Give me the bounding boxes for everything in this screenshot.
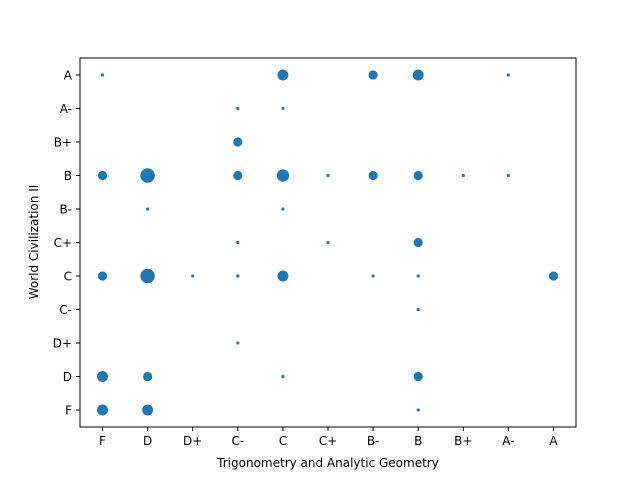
scatter-point [371, 274, 375, 278]
scatter-point [281, 106, 285, 111]
y-tick-label-b-plus: B+ [54, 136, 72, 150]
y-tick-label-f: F [65, 404, 72, 418]
x-tick-label-b-plus: B+ [454, 434, 472, 448]
x-tick-label-b: B [414, 434, 422, 448]
scatter-point [416, 274, 420, 278]
scatter-point [97, 271, 108, 281]
scatter-point [236, 341, 240, 345]
scatter-point [548, 271, 559, 281]
scatter-point [140, 268, 155, 284]
scatter-point [412, 69, 424, 81]
scatter-point [416, 408, 420, 412]
scatter-point [97, 371, 108, 382]
x-tick-label-d-plus: D+ [183, 434, 202, 448]
scatter-point [281, 374, 285, 379]
x-axis-label: Trigonometry and Analytic Geometry [216, 456, 439, 470]
y-tick-label-c-plus: C+ [54, 236, 72, 250]
scatter-point [368, 70, 378, 80]
x-tick-label-c: C [279, 434, 287, 448]
scatter-point [97, 404, 108, 416]
y-tick-label-c-minus: C- [59, 303, 72, 317]
scatter-point [281, 207, 285, 211]
scatter-point [236, 274, 240, 278]
scatter-point [461, 173, 465, 178]
scatter-point [146, 207, 150, 211]
y-tick-label-b: B [64, 169, 72, 183]
y-axis-label: World Civilization II [27, 185, 41, 300]
scatter-point [413, 237, 423, 248]
scatter-point [326, 173, 330, 178]
x-tick-label-c-plus: C+ [319, 434, 337, 448]
scatter-point [326, 240, 330, 245]
y-tick-label-a-minus: A- [60, 102, 72, 116]
scatter-point [191, 274, 195, 278]
x-tick-label-d: D [143, 434, 152, 448]
scatter-point [97, 170, 108, 181]
x-tick-label-a-minus: A- [502, 434, 514, 448]
scatter-point [277, 270, 289, 282]
scatter-point [233, 170, 243, 181]
scatter-point [236, 106, 240, 111]
scatter-point [100, 73, 105, 77]
scatter-point [142, 404, 154, 416]
y-tick-label-c: C [64, 270, 72, 284]
chart-marks [97, 69, 559, 416]
scatter-point [506, 173, 510, 178]
y-tick-label-d: D [63, 370, 72, 384]
scatter-point [506, 73, 510, 77]
scatter-point [413, 170, 423, 181]
y-axis-ticks: F D D+ C- C C+ B- B B+ A- A [53, 69, 80, 418]
y-tick-label-b-minus: B- [59, 203, 72, 217]
scatter-point [413, 371, 423, 382]
x-tick-label-c-minus: C- [231, 434, 244, 448]
scatter-point [368, 170, 378, 181]
x-tick-label-a: A [549, 434, 558, 448]
scatter-point [236, 240, 240, 245]
scatter-point [140, 168, 155, 183]
x-tick-label-b-minus: B- [367, 434, 380, 448]
scatter-point [276, 169, 290, 182]
y-tick-label-a: A [64, 69, 73, 83]
y-tick-label-d-plus: D+ [53, 337, 72, 351]
scatter-point [277, 69, 289, 81]
x-axis-ticks: F D D+ C- C C+ B- B B+ A- A [99, 427, 558, 448]
x-tick-label-f: F [99, 434, 106, 448]
scatter-point [143, 371, 153, 382]
scatter-point [233, 137, 243, 147]
scatter-point [416, 307, 420, 312]
